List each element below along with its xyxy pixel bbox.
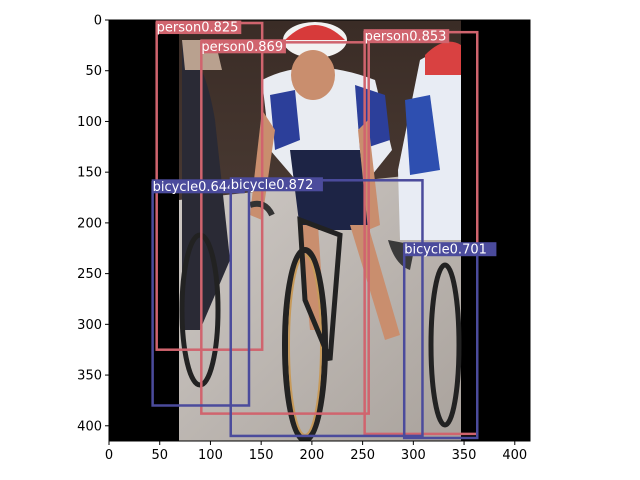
detection-label: person0.853 <box>365 30 447 45</box>
y-axis: 0 50 100 150 200 250 300 350 400 <box>77 14 109 434</box>
detection-label-background <box>363 29 450 44</box>
y-tick-label: 0 <box>94 14 102 29</box>
x-tick-label: 200 <box>299 448 324 463</box>
detection-person: person0.853 <box>363 29 479 436</box>
y-tick-label: 200 <box>77 216 102 231</box>
detection-label: bicycle0.644 <box>153 180 236 195</box>
x-tick-label: 150 <box>249 448 274 463</box>
detection-label: person0.825 <box>157 21 239 36</box>
axes-frame <box>108 19 531 442</box>
y-tick-label: 250 <box>77 267 102 282</box>
y-tick-label: 100 <box>77 115 102 130</box>
x-tick-label: 250 <box>350 448 375 463</box>
detection-bicycle: bicycle0.701 <box>402 242 497 440</box>
x-tick-label: 400 <box>502 448 527 463</box>
detections-layer: person0.825 person0.869 person0.853 bicycle… <box>151 20 497 440</box>
y-tick-label: 150 <box>77 166 102 181</box>
detection-label-background <box>403 242 497 257</box>
x-axis: 0 50 100 150 200 250 300 350 400 <box>105 441 527 463</box>
x-tick-label: 0 <box>105 448 113 463</box>
detection-label-background <box>151 179 245 194</box>
x-tick-label: 350 <box>452 448 477 463</box>
y-tick-label: 300 <box>77 318 102 333</box>
detection-bicycle: bicycle0.872 <box>229 177 424 438</box>
x-tick-label: 100 <box>198 448 223 463</box>
y-tick-label: 400 <box>77 419 102 434</box>
detection-label-background <box>229 177 323 192</box>
image-axes <box>109 20 530 441</box>
detection-label-background <box>155 20 242 35</box>
detection-bicycle: bicycle0.644 <box>151 179 251 407</box>
y-tick-label: 50 <box>85 64 102 79</box>
y-tick-label: 350 <box>77 369 102 384</box>
detection-label: bicycle0.872 <box>231 178 314 193</box>
x-tick-label: 50 <box>151 448 168 463</box>
detection-label-background <box>200 39 286 54</box>
detection-label: bicycle0.701 <box>404 243 487 258</box>
detection-person: person0.869 <box>200 39 370 415</box>
x-tick-label: 300 <box>401 448 426 463</box>
detection-label: person0.869 <box>201 40 283 55</box>
cyclists-photo <box>109 20 530 441</box>
bicycle-bounding-box <box>229 179 424 438</box>
